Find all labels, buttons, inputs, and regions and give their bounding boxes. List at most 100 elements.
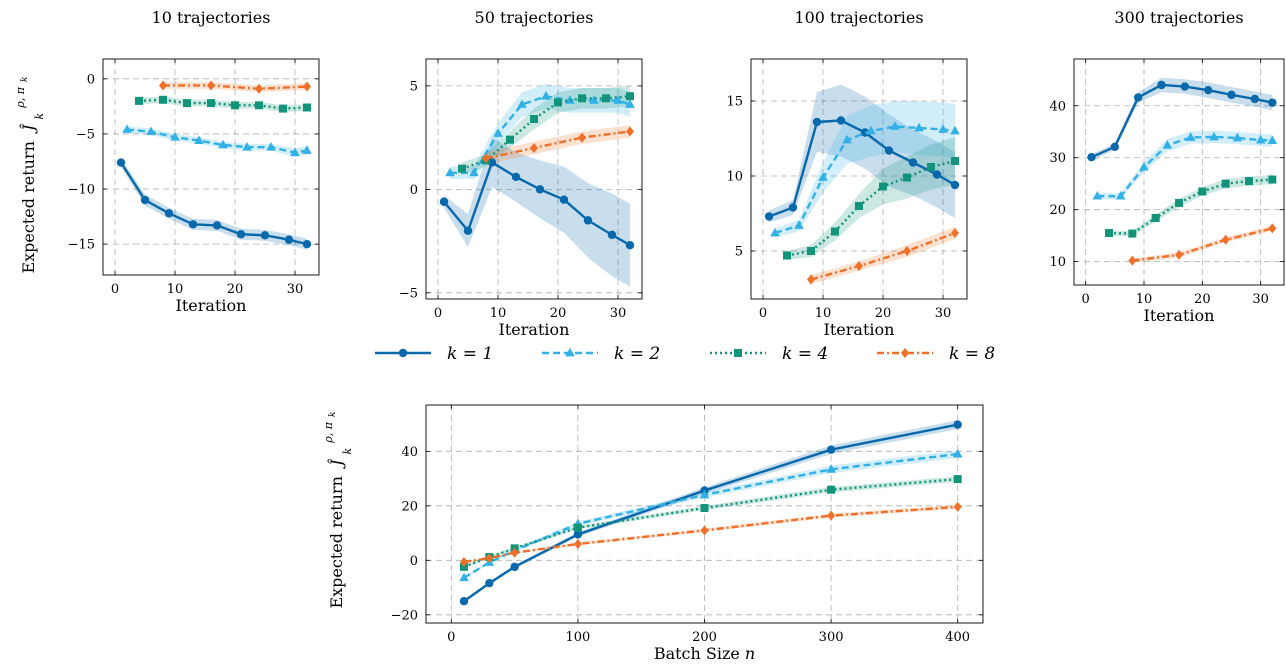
- data-point: [140, 195, 150, 205]
- legend-item-3: k = 4: [710, 344, 828, 364]
- data-point: [1175, 198, 1183, 207]
- series-k=1: [764, 116, 960, 221]
- chart-panel-2: 0 10 20 30 5 0 −5 50 trajectories Iteration: [399, 8, 643, 339]
- data-point: [517, 99, 527, 108]
- series-k=2: [459, 448, 963, 582]
- legend-marker: [398, 348, 408, 358]
- x-axis-label: Batch Size n: [654, 644, 755, 663]
- x-tick-label: 10: [167, 282, 184, 297]
- series-line: [810, 231, 956, 281]
- data-point: [170, 132, 180, 141]
- data-point: [1175, 249, 1183, 260]
- data-point: [938, 124, 948, 133]
- data-point: [1185, 132, 1196, 141]
- confidence-band: [121, 158, 307, 250]
- data-point: [1209, 131, 1219, 141]
- ylabel-text: Expected return: [19, 141, 38, 273]
- data-point: [485, 579, 494, 588]
- x-axis-label-var: n: [745, 644, 755, 663]
- x-tick-label: 400: [945, 630, 970, 645]
- series-k=8: [159, 80, 311, 94]
- plot-area: [764, 84, 960, 285]
- data-point: [535, 185, 545, 194]
- grid-lines: [751, 59, 967, 299]
- data-point: [764, 212, 774, 221]
- x-tick-label: 20: [1194, 292, 1211, 307]
- series-k=8: [482, 126, 634, 164]
- data-point: [812, 117, 822, 127]
- data-point: [953, 501, 962, 512]
- data-point: [827, 485, 836, 494]
- data-point: [903, 246, 911, 256]
- data-point: [903, 173, 911, 182]
- data-point: [1110, 142, 1120, 152]
- data-point: [578, 132, 586, 143]
- series-k=2: [770, 121, 960, 237]
- data-point: [541, 91, 551, 100]
- data-point: [831, 227, 839, 236]
- data-point: [914, 122, 924, 132]
- data-point: [159, 95, 167, 104]
- data-point: [953, 475, 962, 484]
- legend-label: k = 1: [447, 344, 493, 364]
- svg-text:Expected return Ĵ: Expected return Ĵ k ρ, π k: [317, 411, 355, 608]
- data-point: [1157, 80, 1166, 90]
- data-point: [1227, 90, 1236, 100]
- data-point: [842, 134, 852, 144]
- data-point: [194, 135, 204, 144]
- confidence-band: [463, 420, 958, 603]
- confidence-band: [463, 450, 958, 580]
- data-point: [1268, 175, 1277, 184]
- series-k=8: [807, 228, 959, 285]
- chart-panel-3: 0 10 20 30 15 10 5 100 trajectories Iteration: [726, 8, 968, 339]
- x-tick-label: 200: [692, 630, 717, 645]
- data-point: [242, 141, 252, 151]
- data-point: [807, 274, 815, 285]
- ylabel-text-bottom: Expected return: [327, 476, 346, 608]
- chart-title: 100 trajectories: [794, 8, 923, 27]
- data-point: [836, 116, 846, 125]
- x-axis-label: Iteration: [1144, 306, 1215, 325]
- x-tick-label: 0: [1082, 292, 1090, 307]
- y-tick-label: 10: [726, 170, 743, 185]
- x-axis-label-text: Iteration: [1144, 306, 1215, 325]
- data-point: [511, 172, 521, 182]
- y-tick-label: 40: [401, 445, 418, 460]
- y-tick-label: 5: [410, 79, 418, 94]
- svg-text:Expected return Ĵ: Expected return Ĵ k ρ, π k: [9, 76, 47, 273]
- series-k=4: [1105, 175, 1277, 238]
- data-point: [602, 94, 610, 103]
- data-point: [554, 98, 562, 107]
- data-point: [458, 164, 466, 173]
- data-point: [510, 547, 519, 558]
- axes-frame: [102, 58, 320, 276]
- data-point: [510, 562, 519, 572]
- series-k=2: [122, 124, 312, 157]
- data-point: [302, 145, 312, 154]
- data-point: [266, 141, 276, 151]
- data-point: [146, 126, 156, 136]
- data-point: [1268, 223, 1277, 234]
- data-point: [860, 128, 870, 137]
- x-axis-label: Iteration: [499, 320, 570, 339]
- data-point: [953, 420, 962, 429]
- data-point: [218, 139, 228, 149]
- data-point: [159, 80, 167, 91]
- data-point: [607, 230, 617, 240]
- data-point: [485, 553, 494, 564]
- data-point: [1128, 229, 1137, 238]
- y-tick-label: 0: [87, 72, 95, 87]
- ylabel-symbol: Ĵ: [19, 123, 38, 134]
- data-point: [890, 121, 900, 130]
- data-point: [884, 146, 894, 155]
- ylabel-top-left: Expected return Ĵ k ρ, π k: [9, 76, 47, 273]
- legend-item-4: k = 8: [877, 344, 995, 364]
- data-point: [284, 235, 294, 244]
- confidence-band: [463, 505, 958, 564]
- data-point: [212, 221, 222, 230]
- data-point: [626, 126, 634, 137]
- data-point: [207, 99, 215, 108]
- series-line: [485, 130, 631, 160]
- series-k=8: [1128, 223, 1277, 266]
- data-point: [1087, 152, 1096, 162]
